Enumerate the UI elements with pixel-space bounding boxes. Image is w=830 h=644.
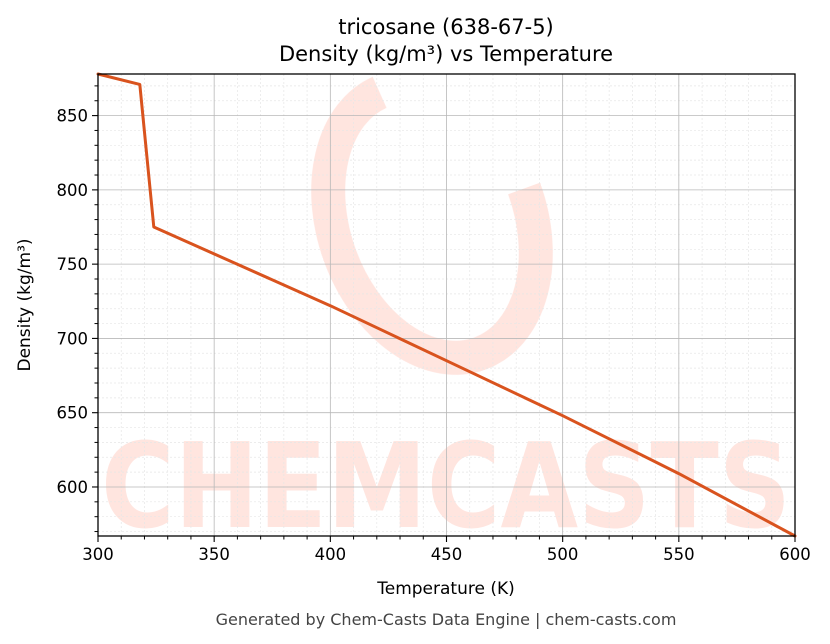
y-tick-label: 650 bbox=[57, 404, 89, 423]
x-tick-label: 500 bbox=[547, 545, 579, 564]
chart-title-line1: tricosane (638-67-5) bbox=[338, 15, 554, 39]
chart-title-line2: Density (kg/m³) vs Temperature bbox=[279, 42, 613, 66]
footer-credit: Generated by Chem-Casts Data Engine | ch… bbox=[216, 610, 677, 629]
x-axis: 300 350 400 450 500 550 600 bbox=[82, 536, 811, 564]
y-tick-label: 600 bbox=[57, 478, 89, 497]
y-axis-label: Density (kg/m³) bbox=[15, 238, 35, 371]
watermark-logo-ring bbox=[311, 69, 553, 375]
y-tick-label: 800 bbox=[57, 181, 89, 200]
x-tick-label: 350 bbox=[198, 545, 230, 564]
chemcasts-watermark: CHEMCASTS bbox=[101, 69, 791, 555]
y-axis: 600 650 700 750 800 850 bbox=[57, 85, 98, 533]
y-tick-label: 750 bbox=[57, 255, 89, 274]
x-tick-label: 300 bbox=[82, 545, 114, 564]
watermark-text: CHEMCASTS bbox=[101, 417, 791, 555]
y-tick-label: 700 bbox=[57, 329, 89, 348]
x-tick-label: 400 bbox=[315, 545, 347, 564]
x-tick-label: 600 bbox=[779, 545, 811, 564]
density-series-line bbox=[96, 72, 797, 538]
x-tick-label: 550 bbox=[663, 545, 695, 564]
x-tick-label: 450 bbox=[431, 545, 463, 564]
x-axis-label: Temperature (K) bbox=[376, 579, 515, 599]
y-tick-label: 850 bbox=[57, 107, 89, 126]
